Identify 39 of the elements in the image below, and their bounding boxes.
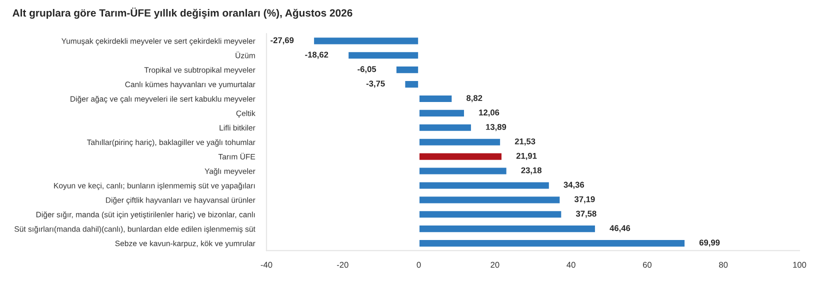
- bar: [418, 166, 508, 176]
- data-label: -6,05: [358, 66, 376, 74]
- data-label: 37,19: [574, 196, 595, 204]
- data-label: 69,99: [699, 240, 720, 247]
- data-label: 13,89: [486, 124, 506, 132]
- bar: [418, 152, 503, 162]
- data-label: 21,53: [514, 138, 536, 146]
- data-label: 23,18: [521, 167, 542, 174]
- bar: [395, 65, 420, 74]
- data-label: 8,82: [466, 95, 482, 102]
- x-tick-label: -40: [260, 262, 272, 268]
- bar: [418, 224, 596, 234]
- text: Alt gruplara göre Tarım-ÜFE yıllık değişim oranları (%), Ağustos 2026: [12, 8, 352, 19]
- bar: [418, 238, 686, 248]
- x-tick-label: 80: [719, 262, 728, 268]
- bar: [418, 137, 502, 147]
- data-label: 21,91: [516, 152, 537, 160]
- bar: [418, 122, 472, 132]
- x-tick-label: 100: [793, 262, 806, 268]
- x-tick-label: 40: [566, 262, 576, 268]
- data-label: 34,36: [564, 182, 584, 189]
- x-tick-label: 60: [643, 262, 652, 268]
- x-tick-label: 20: [490, 262, 500, 268]
- data-label: 12,06: [479, 110, 500, 117]
- bar: [418, 210, 563, 220]
- bar: [418, 195, 562, 205]
- data-label: -27,69: [270, 37, 294, 44]
- bar: [418, 180, 550, 190]
- bar: [418, 108, 466, 118]
- data-label: 37,58: [576, 210, 596, 218]
- data-label: -3,75: [366, 80, 385, 88]
- bar: [418, 94, 454, 104]
- bar: [347, 50, 420, 60]
- x-tick-label: 0: [416, 262, 421, 268]
- data-label: -18,62: [305, 52, 328, 59]
- bar: [404, 80, 420, 89]
- bar: [312, 36, 420, 46]
- data-label: 46,46: [610, 225, 630, 232]
- x-tick-label: -20: [336, 262, 348, 268]
